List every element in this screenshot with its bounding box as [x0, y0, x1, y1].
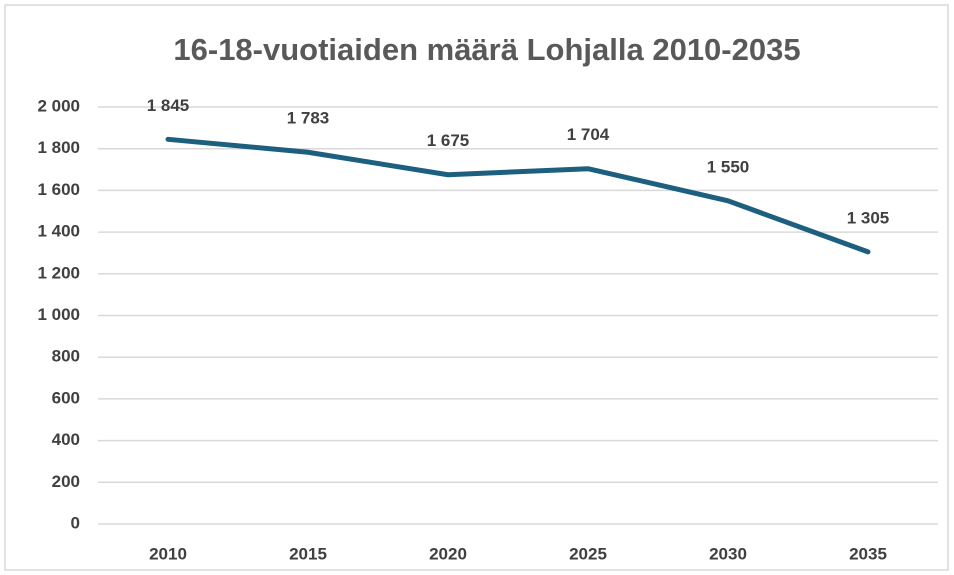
data-label: 1 704	[567, 125, 610, 144]
y-tick-label: 1 800	[37, 138, 80, 157]
data-label: 1 783	[287, 109, 330, 128]
chart-title: 16-18-vuotiaiden määrä Lohjalla 2010-203…	[173, 32, 800, 67]
data-label: 1 550	[707, 157, 750, 176]
y-tick-label: 1 600	[37, 180, 80, 199]
y-tick-label: 600	[52, 388, 80, 407]
chart-frame	[4, 4, 949, 571]
data-line	[165, 136, 871, 255]
y-tick-label: 1 000	[37, 305, 80, 324]
data-label: 1 845	[147, 96, 190, 115]
x-tick-label: 2035	[849, 544, 887, 563]
y-tick-label: 800	[52, 347, 80, 366]
y-tick-label: 1 400	[37, 222, 80, 241]
x-tick-label: 2030	[709, 544, 747, 563]
data-label: 1 305	[847, 208, 890, 227]
y-tick-label: 0	[71, 513, 80, 532]
data-label: 1 675	[427, 131, 470, 150]
y-tick-label: 1 200	[37, 263, 80, 282]
x-tick-label: 2025	[569, 544, 607, 563]
x-tick-label: 2020	[429, 544, 467, 563]
x-tick-label: 2010	[149, 544, 187, 563]
y-tick-label: 2 000	[37, 96, 80, 115]
y-tick-label: 400	[52, 430, 80, 449]
x-tick-label: 2015	[289, 544, 327, 563]
y-tick-label: 200	[52, 472, 80, 491]
